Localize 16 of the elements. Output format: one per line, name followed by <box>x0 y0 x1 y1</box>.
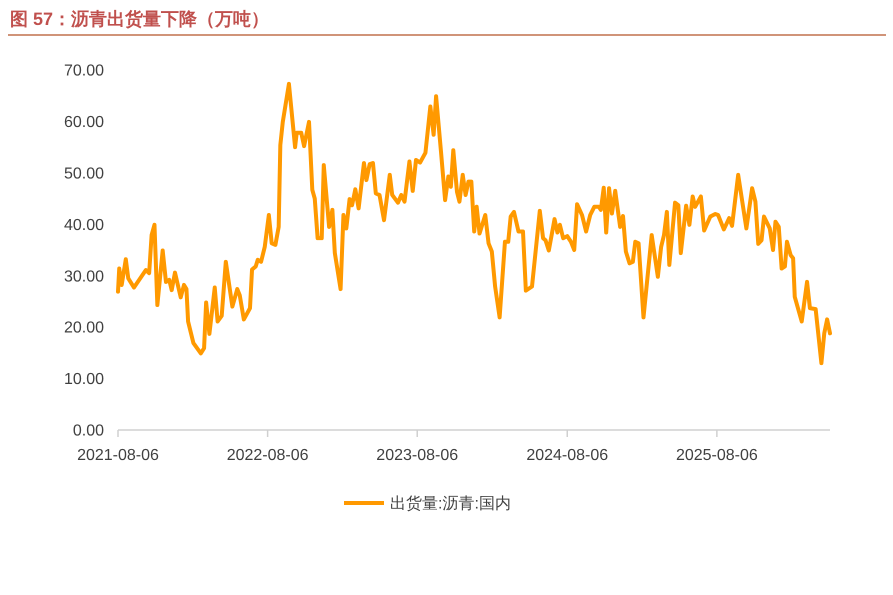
y-tick-label: 40.00 <box>64 216 104 234</box>
y-tick-label: 20.00 <box>64 320 104 337</box>
x-tick-label: 2022-08-06 <box>226 447 309 464</box>
chart-title: 图 57：沥青出货量下降（万吨） <box>10 9 270 29</box>
y-tick-label: 0.00 <box>72 422 104 440</box>
x-tick-label: 2024-08-06 <box>526 447 608 464</box>
legend-label: 出货量:沥青:国内 <box>390 494 511 513</box>
y-tick-label: 50.00 <box>64 165 104 182</box>
x-tick-label: 2023-08-06 <box>376 447 458 464</box>
y-tick-label: 60.00 <box>64 114 104 132</box>
y-tick-label: 10.00 <box>64 371 104 388</box>
line-series <box>116 82 832 366</box>
x-tick-label: 2025-08-06 <box>676 447 758 464</box>
y-tick-label: 70.00 <box>64 62 104 80</box>
y-tick-label: 30.00 <box>64 268 104 286</box>
x-tick-label: 2021-08-06 <box>77 447 160 464</box>
